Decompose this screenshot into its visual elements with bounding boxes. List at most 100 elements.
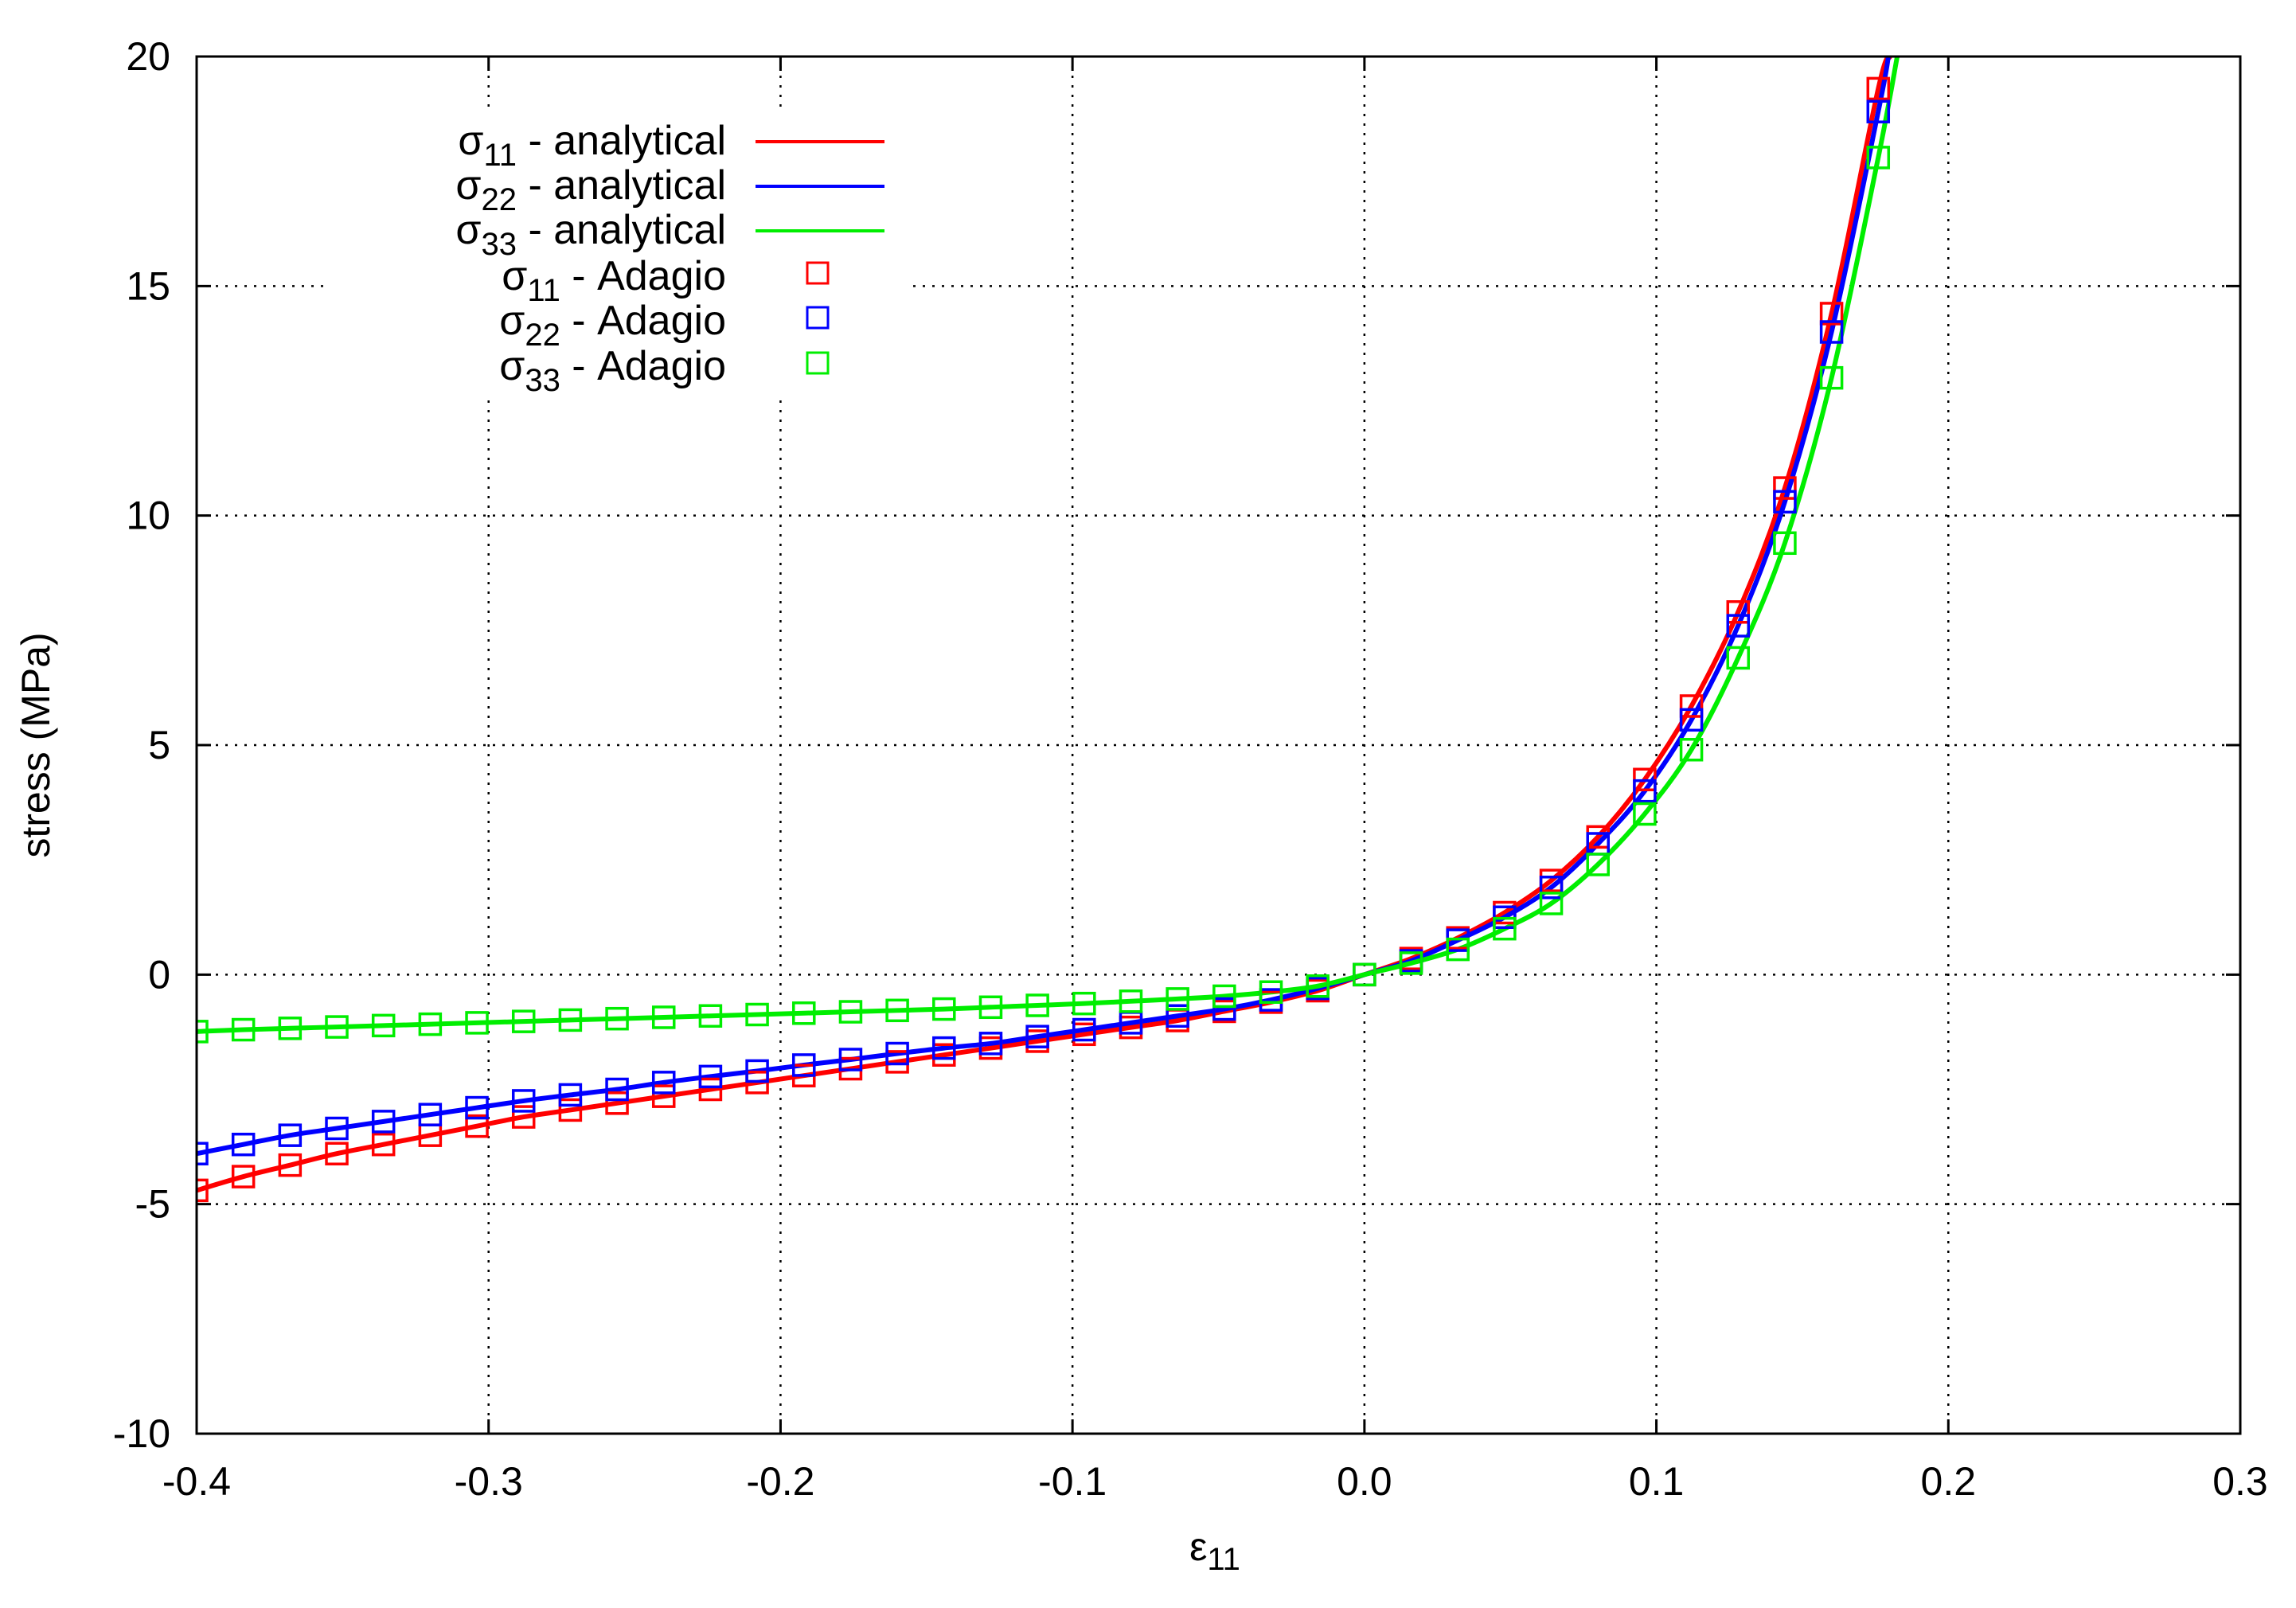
data-marker-22	[1166, 1004, 1189, 1028]
x-axis-label: ε11	[1189, 1524, 1240, 1577]
data-marker-22	[605, 1077, 629, 1102]
data-marker-11	[1866, 76, 1891, 101]
data-marker-22	[792, 1053, 816, 1077]
legend-label: σ22 - Adagio	[499, 298, 726, 353]
data-marker-22	[1866, 100, 1891, 123]
legend-suffix: - Adagio	[560, 253, 726, 299]
data-marker-33	[1866, 146, 1891, 170]
legend-suffix: - Adagio	[560, 298, 726, 344]
legend-marker-swatch	[806, 351, 830, 375]
data-marker-33	[465, 1011, 489, 1035]
data-marker-33	[885, 998, 909, 1023]
x-tick-label: 0.0	[1337, 1459, 1392, 1504]
data-marker-22	[371, 1110, 396, 1134]
data-marker-22	[465, 1095, 489, 1120]
axis-ticks: -0.4 -0.3 -0.2 -0.1 0.0 0.1 0.2 0.3 -10 -5 0 5 10 15 2…	[113, 34, 2268, 1504]
data-marker-11	[231, 1165, 256, 1188]
data-marker-11	[197, 1178, 209, 1203]
data-marker-11	[558, 1098, 583, 1122]
data-marker-22	[325, 1116, 349, 1141]
data-marker-22	[1679, 708, 1704, 732]
legend-suffix: - analytical	[517, 118, 726, 164]
data-marker-33	[698, 1004, 723, 1028]
legend-label: σ11 - analytical	[458, 118, 726, 173]
data-marker-11	[698, 1077, 723, 1102]
data-marker-33	[1773, 531, 1797, 556]
data-marker-33	[197, 1020, 209, 1044]
data-marker-22	[1773, 490, 1797, 514]
data-marker-22	[698, 1064, 723, 1089]
legend-subscript: 22	[525, 318, 560, 353]
data-marker-33	[1025, 993, 1049, 1017]
data-marker-33	[1539, 892, 1564, 915]
data-marker-33	[1399, 951, 1423, 975]
data-marker-22	[231, 1132, 256, 1157]
legend-subscript: 22	[482, 182, 517, 217]
y-tick-label: 0	[148, 952, 170, 997]
y-axis-label: stress (MPa)	[14, 632, 58, 857]
y-tick-label: 10	[126, 494, 170, 538]
data-marker-33	[1726, 646, 1751, 670]
data-marker-33	[1353, 962, 1376, 987]
data-marker-33	[1212, 984, 1236, 1009]
series-line-33	[197, 57, 1900, 1034]
data-marker-11	[371, 1132, 396, 1157]
data-marker-33	[558, 1008, 583, 1032]
x-tick-label: -0.1	[1038, 1459, 1107, 1504]
data-marker-22	[932, 1036, 956, 1060]
data-marker-22	[197, 1142, 209, 1165]
legend-label: σ11 - Adagio	[502, 253, 726, 308]
legend-subscript: 33	[482, 227, 517, 262]
x-tick-label: 0.3	[2212, 1459, 2268, 1504]
y-tick-label: 15	[126, 263, 170, 308]
data-marker-33	[1493, 916, 1517, 941]
data-marker-33	[932, 997, 956, 1021]
legend-symbol: σ	[502, 253, 527, 299]
x-tick-label: -0.4	[162, 1459, 231, 1504]
data-marker-22	[278, 1123, 303, 1147]
x-tick-label: 0.2	[1921, 1459, 1977, 1504]
data-marker-33	[605, 1006, 629, 1031]
legend-symbol: σ	[499, 298, 525, 344]
data-marker-33	[978, 995, 1003, 1020]
series-line-22	[197, 57, 1892, 1157]
series-layer	[197, 57, 1900, 1203]
legend-marker-swatch	[806, 306, 830, 330]
data-marker-22	[885, 1041, 909, 1066]
data-marker-33	[838, 1000, 863, 1024]
data-marker-11	[1819, 302, 1844, 326]
data-marker-11	[1773, 476, 1797, 500]
legend-suffix: - analytical	[517, 207, 726, 253]
data-marker-33	[792, 1001, 816, 1025]
data-marker-11	[651, 1084, 676, 1108]
data-marker-11	[278, 1153, 303, 1177]
legend-subscript: 11	[483, 138, 517, 173]
data-marker-33	[1586, 853, 1610, 876]
data-marker-22	[1819, 320, 1844, 344]
legend-symbol: σ	[455, 207, 481, 253]
data-marker-11	[1726, 600, 1751, 624]
legend-marker-swatch	[806, 261, 830, 285]
data-marker-33	[1633, 802, 1657, 826]
data-marker-22	[651, 1071, 676, 1095]
data-marker-33	[371, 1013, 396, 1038]
legend-suffix: - Adagio	[560, 343, 726, 389]
legend-label: σ22 - analytical	[455, 162, 726, 217]
data-marker-33	[1166, 987, 1189, 1011]
data-marker-33	[1119, 989, 1143, 1013]
legend-symbol: σ	[455, 162, 481, 209]
y-tick-label: 5	[148, 723, 170, 767]
data-marker-22	[1726, 614, 1751, 638]
data-marker-22	[1539, 876, 1564, 900]
y-tick-label: -5	[135, 1182, 170, 1227]
data-marker-33	[1306, 974, 1330, 998]
data-marker-33	[1446, 937, 1470, 962]
data-marker-33	[511, 1009, 536, 1033]
legend-suffix: - analytical	[517, 162, 726, 209]
data-marker-33	[231, 1017, 256, 1042]
legend-symbol: σ	[458, 118, 483, 164]
data-marker-22	[978, 1032, 1003, 1056]
data-marker-22	[1025, 1025, 1049, 1048]
